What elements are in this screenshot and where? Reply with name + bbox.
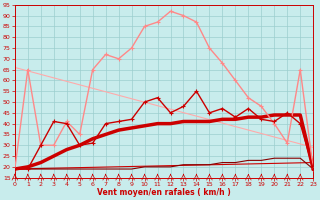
X-axis label: Vent moyen/en rafales ( km/h ): Vent moyen/en rafales ( km/h )	[97, 188, 231, 197]
